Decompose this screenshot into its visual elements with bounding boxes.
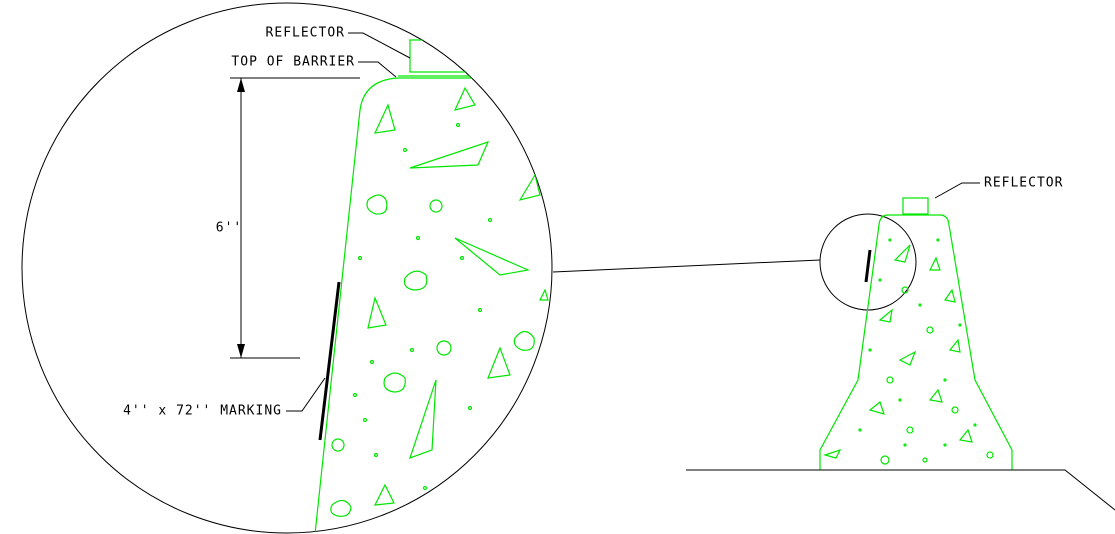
aggregate — [330, 86, 549, 517]
aggregate — [822, 238, 994, 465]
leader — [348, 32, 411, 59]
leader — [358, 61, 397, 78]
label: REFLECTOR — [984, 176, 1063, 191]
marking — [864, 249, 872, 283]
leader — [286, 377, 326, 412]
label: TOP OF BARRIER — [231, 55, 355, 70]
barrier-edge — [314, 77, 552, 533]
detail-circle — [21, 2, 553, 534]
label: REFLECTOR — [266, 26, 345, 41]
detail-content — [314, 39, 552, 533]
barrier — [819, 214, 1013, 470]
dimension: 6'' — [216, 221, 242, 236]
reflector — [409, 39, 481, 73]
leader — [934, 182, 980, 199]
ground — [686, 469, 1115, 511]
reflector — [902, 197, 929, 215]
connector — [552, 259, 821, 273]
marking — [318, 281, 341, 441]
label: 4'' x 72'' MARKING — [123, 404, 282, 419]
